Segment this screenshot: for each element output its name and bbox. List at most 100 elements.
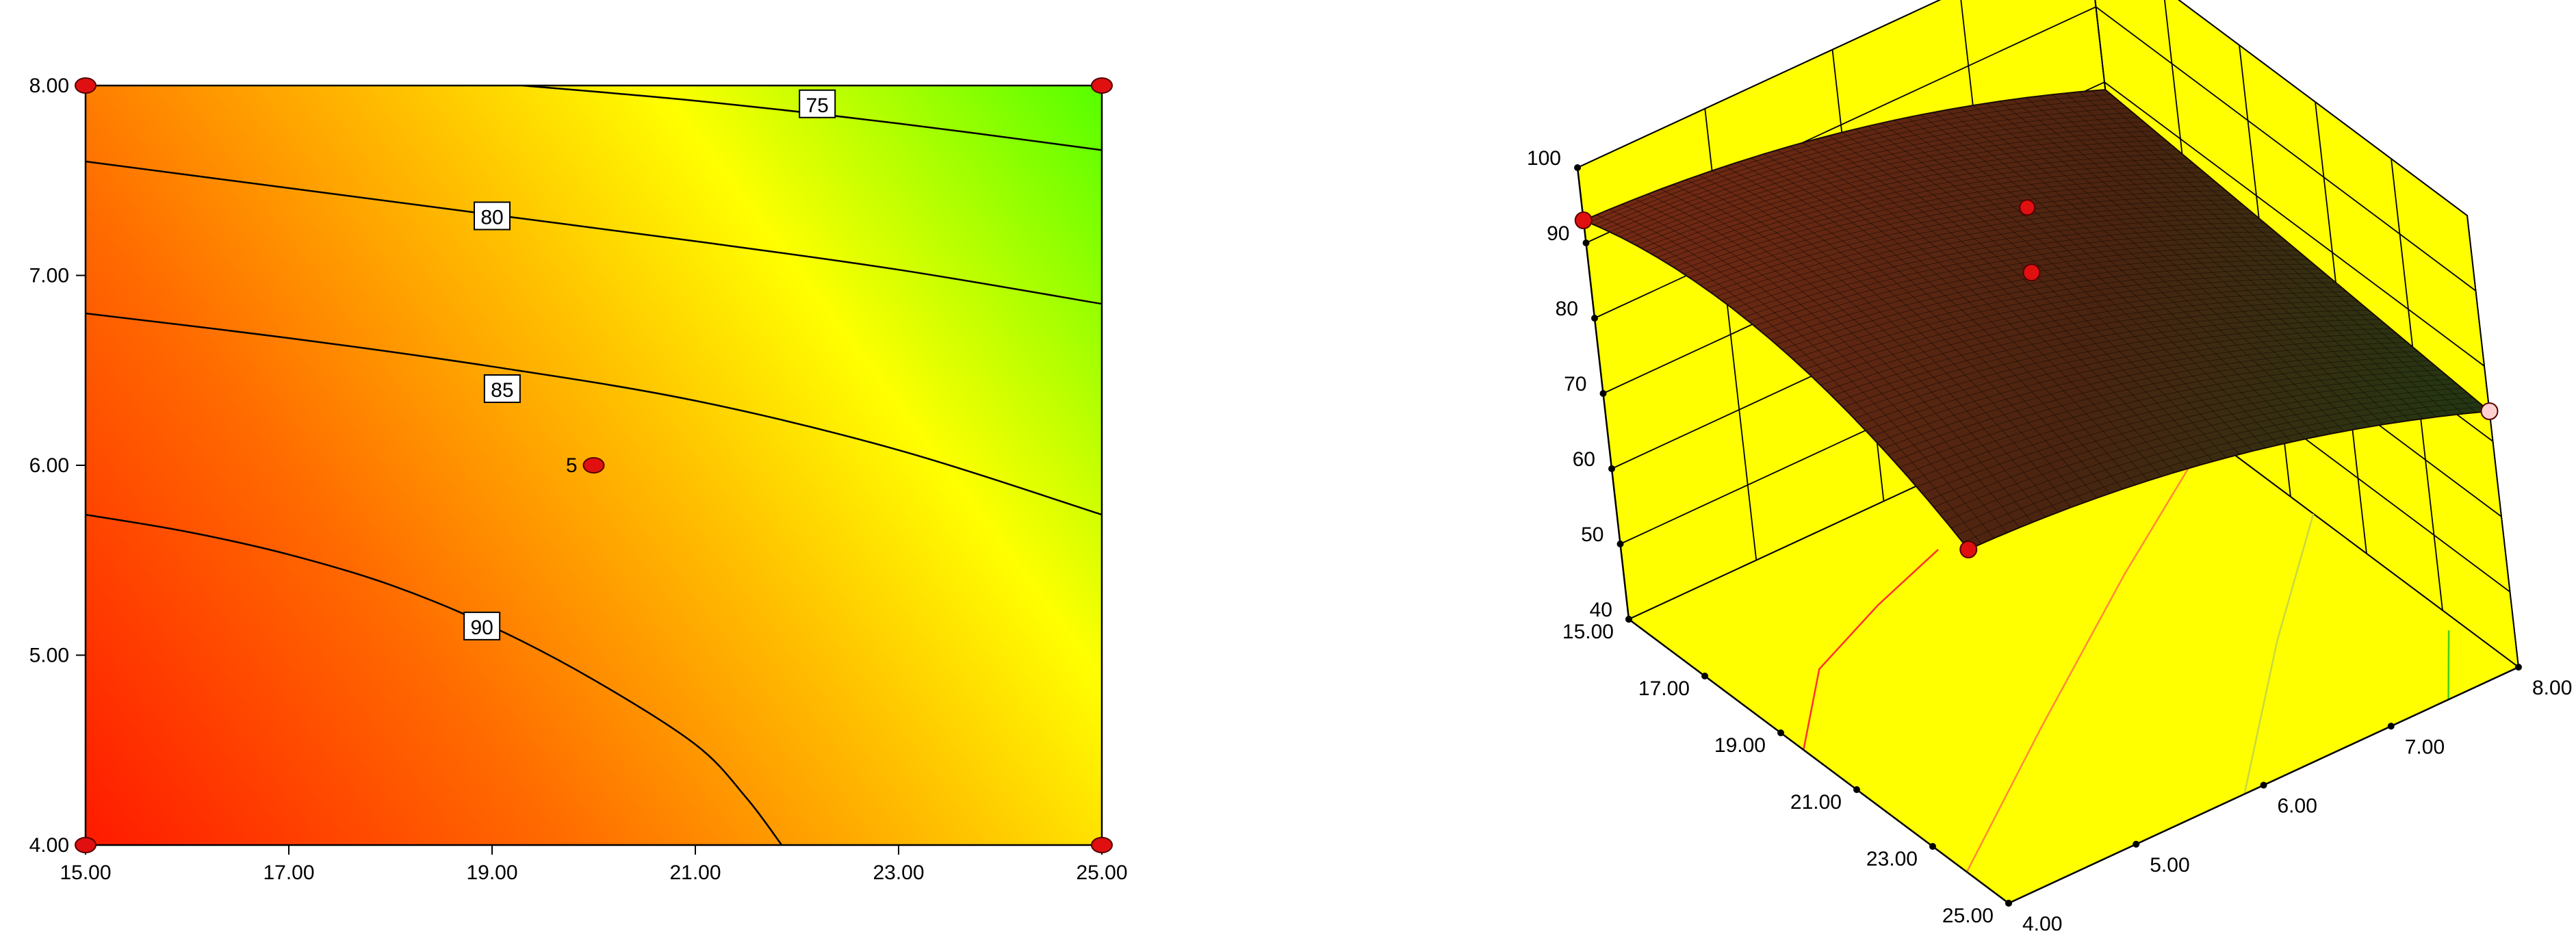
surface-plot: 15.00 17.00 19.00 21.00 23.00 25.00 4.00 5.00 6.… (1527, 0, 2572, 934)
surface-mesh-y (1920, 114, 2306, 440)
x-tick-label: 17.00 (263, 861, 314, 884)
design-point (1091, 77, 1113, 94)
z-tick-label: 90 (1547, 222, 1569, 245)
z-tick-mark (1617, 541, 1624, 547)
surface-axes: 15.00 17.00 19.00 21.00 23.00 25.00 4.00 5.00 6.… (1527, 147, 2572, 934)
x-tick-mark (1777, 729, 1784, 736)
x-axis: 15.00 17.00 19.00 21.00 23.00 25.00 (60, 845, 1128, 884)
response-surface (1582, 88, 2491, 551)
contour-label-85: 85 (491, 379, 513, 402)
surface-mesh-y (2052, 94, 2437, 417)
surface-mesh-y (2065, 92, 2450, 416)
x-tick-label: 25.00 (1076, 861, 1127, 884)
y-tick-mark (2005, 900, 2012, 907)
x-tick-label: 23.00 (873, 861, 924, 884)
x-tick-label: 19.00 (466, 861, 517, 884)
design-point (582, 457, 605, 474)
surface-mesh-y (1673, 184, 2059, 513)
design-point-label: 5 (566, 454, 578, 477)
surface-mesh-y (1828, 135, 2214, 462)
surface-mesh-y (1751, 157, 2136, 485)
y-tick-mark (2260, 781, 2267, 789)
z-tick-mark (1625, 616, 1632, 623)
x-tick-mark (1701, 673, 1708, 679)
surface-mesh-y (1634, 198, 2020, 528)
y-tick-label: 8.00 (29, 75, 69, 97)
surface-mesh-y (2091, 90, 2477, 413)
surface-mesh-y (2104, 89, 2490, 412)
surface-mesh-y (1660, 189, 2046, 518)
surface-mesh-y (1907, 117, 2292, 443)
surface-mesh-y (1621, 204, 2007, 534)
surface-mesh-y (1686, 179, 2072, 508)
z-tick-label: 40 (1590, 599, 1612, 621)
contour-line-85 (86, 312, 1102, 516)
z-tick-mark (1582, 239, 1590, 246)
floor-contour-line (1803, 549, 1939, 751)
x-tick-label: 21.00 (1790, 791, 1842, 814)
surface-mesh-y (1815, 138, 2201, 465)
y-tick-label: 5.00 (29, 645, 69, 667)
surface-mesh-y (1789, 146, 2175, 473)
floor-contour-line (2243, 513, 2315, 794)
z-tick-label: 80 (1556, 298, 1578, 320)
floor-contour-line (1966, 445, 2203, 872)
contour-label-box-80 (474, 201, 511, 231)
surface-mesh-y (2078, 91, 2464, 415)
y-tick-label: 4.00 (29, 834, 69, 857)
surface-mesh-y (1946, 109, 2332, 434)
surface-design-point (2022, 263, 2041, 282)
contour-plot: 15.00 17.00 19.00 21.00 23.00 25.00 4.00 5.00 6… (29, 75, 1128, 884)
surface-mesh-y (1868, 125, 2253, 452)
surface-mesh-y (1712, 170, 2098, 499)
x-tick-label: 15.00 (1562, 621, 1614, 643)
y-tick-mark (2387, 723, 2395, 730)
y-tick-label: 6.00 (29, 454, 69, 477)
x-tick-mark (1929, 843, 1936, 850)
surface-mesh-y (1933, 112, 2319, 437)
surface-mesh-y (1583, 220, 1969, 550)
z-tick-mark (1608, 465, 1615, 472)
surface-mesh-y (1725, 166, 2110, 494)
y-tick-label: 6.00 (2278, 795, 2317, 818)
y-tick-mark (2133, 840, 2140, 848)
wall-grid-z (1577, 0, 2468, 216)
contour-line-80 (86, 160, 1102, 305)
surface-mesh-y (1647, 194, 2033, 523)
surface-design-point (2019, 199, 2036, 216)
y-tick-label: 7.00 (29, 265, 69, 287)
y-tick-label: 5.00 (2150, 854, 2189, 877)
y-tick-label: 8.00 (2532, 677, 2572, 699)
z-tick-label: 60 (1573, 448, 1595, 471)
contour-labels: 75 80 85 90 (463, 89, 836, 640)
surface-design-point (2480, 402, 2499, 420)
z-tick-mark (1591, 315, 1598, 322)
surface-mesh-y (2012, 99, 2397, 423)
x-tick-mark (1853, 786, 1860, 793)
z-tick-label: 70 (1564, 373, 1586, 395)
x-tick-label: 17.00 (1638, 677, 1690, 700)
surface-mesh-y (1959, 107, 2345, 432)
contour-label-80: 80 (480, 206, 503, 229)
design-point (1091, 837, 1113, 853)
surface-mesh-y (1881, 122, 2266, 448)
surface-mesh-y (2025, 97, 2410, 421)
contour-label-box-85 (483, 374, 521, 403)
z-tick-label: 100 (1527, 147, 1561, 170)
surface-mesh-y (2038, 96, 2424, 419)
surface-mesh-y (1596, 214, 1982, 545)
design-points: 5 (75, 77, 1113, 853)
surface-mesh-y (1972, 105, 2358, 430)
z-tick-mark (1574, 164, 1581, 171)
x-tick-label: 15.00 (60, 861, 111, 884)
x-tick-label: 21.00 (669, 861, 721, 884)
design-point (75, 837, 96, 853)
y-tick-label: 7.00 (2405, 736, 2445, 758)
surface-mesh-y (1985, 103, 2371, 427)
surface-design-point (1574, 211, 1593, 229)
axis-line (1628, 618, 2009, 905)
surface-design-points (1574, 199, 2499, 558)
z-tick-label: 50 (1581, 523, 1603, 546)
